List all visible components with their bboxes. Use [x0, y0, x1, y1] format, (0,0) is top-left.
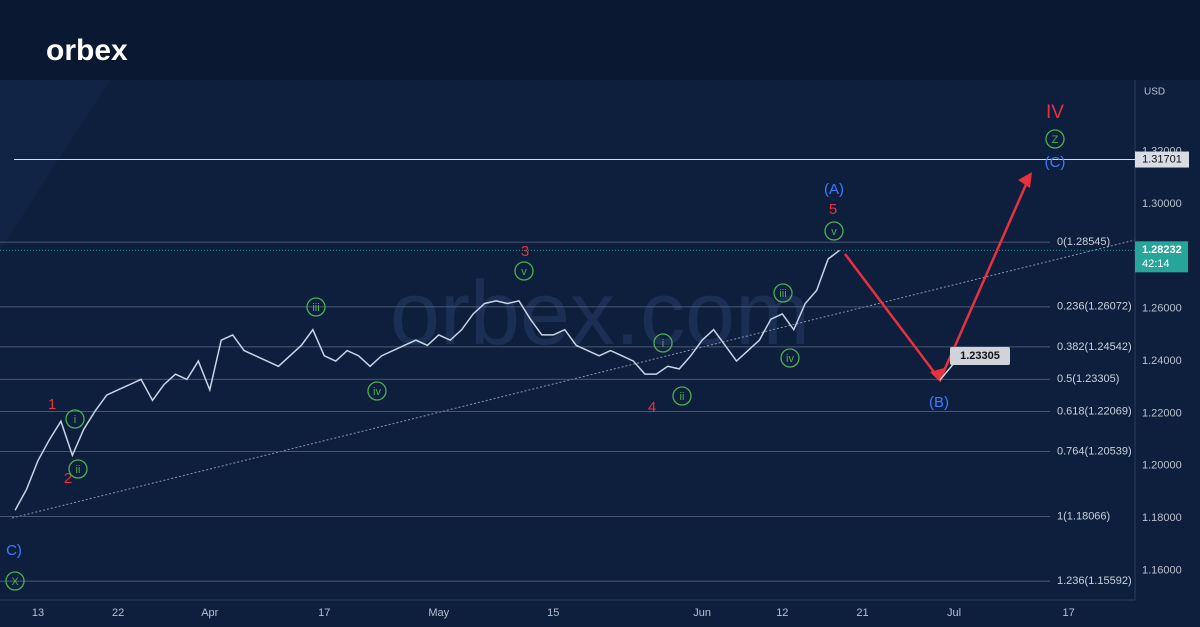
x-tick-label: 13	[32, 607, 44, 619]
wave-label: (B)	[929, 394, 949, 411]
wave-circle	[1045, 129, 1065, 149]
header	[0, 0, 1200, 80]
fib-label: 0.382(1.24542)	[1057, 341, 1132, 353]
wave-circle	[514, 261, 534, 281]
x-tick-label: 15	[547, 607, 559, 619]
projection: 1.23305	[844, 172, 1032, 383]
wave-label: 3	[521, 243, 529, 260]
wave-circle	[672, 386, 692, 406]
arrowhead	[1018, 172, 1032, 188]
wave-label: 2	[64, 470, 72, 487]
wave-circle	[824, 221, 844, 241]
wave-label: i	[74, 414, 76, 426]
y-tick-label: 1.22000	[1142, 407, 1182, 419]
y-tick-label: 1.18000	[1142, 512, 1182, 524]
y-tick-label: 1.26000	[1142, 303, 1182, 315]
x-tick-label: 12	[776, 607, 788, 619]
wave-label: v	[831, 226, 837, 238]
wave-circle	[68, 459, 88, 479]
fib-label: 1.236(1.15592)	[1057, 575, 1132, 587]
wave-label: Z	[1052, 134, 1059, 146]
wave-label: IV	[1046, 102, 1064, 123]
fib-label: 0.5(1.23305)	[1057, 373, 1119, 385]
wave-label: ii	[76, 464, 81, 476]
price-series	[14, 249, 841, 511]
fib-label: 0(1.28545)	[1057, 236, 1110, 248]
wave-label: iv	[786, 353, 794, 365]
trend-line	[11, 239, 1136, 519]
fib-label: 0.236(1.26072)	[1057, 301, 1132, 313]
wave-label: 1	[48, 396, 56, 413]
y-tick-label: 1.20000	[1142, 460, 1182, 472]
x-tick-label: 22	[112, 607, 124, 619]
target-box	[950, 347, 1010, 365]
countdown: 42:14	[1142, 258, 1170, 270]
fib-label: 0.618(1.22069)	[1057, 406, 1132, 418]
wave-circle	[773, 283, 793, 303]
watermark: orbex.com	[390, 264, 810, 364]
wave-label: iii	[779, 288, 786, 300]
current-price-box	[1135, 241, 1188, 273]
x-tick-label: 21	[856, 607, 868, 619]
current-price-label: 1.28232	[1142, 244, 1182, 256]
x-tick-label: Apr	[201, 607, 218, 619]
wave-label: iii	[312, 302, 319, 314]
price-line-box	[1135, 151, 1189, 168]
y-tick-label: 1.16000	[1142, 564, 1182, 576]
y-tick-label: 1.24000	[1142, 355, 1182, 367]
x-tick-label: Jun	[693, 607, 711, 619]
wave-label: C)	[6, 542, 22, 559]
x-tick-label: 17	[318, 607, 330, 619]
wave-circle	[306, 297, 326, 317]
wave-label: v	[521, 266, 527, 278]
x-tick-label: May	[428, 607, 449, 619]
wave-label: (A)	[824, 181, 844, 198]
wave-label: iv	[373, 386, 381, 398]
target-label: 1.23305	[960, 350, 1000, 362]
logo: orbex	[46, 34, 128, 67]
x-tick-label: 17	[1062, 607, 1074, 619]
wave-label: i	[662, 338, 664, 350]
wave-circle	[653, 333, 673, 353]
fib-label: 1(1.18066)	[1057, 510, 1110, 522]
wave-circle	[5, 571, 25, 591]
y-tick-label: 1.30000	[1142, 198, 1182, 210]
wave-label: 4	[648, 399, 656, 416]
x-tick-label: Jul	[947, 607, 961, 619]
fib-label: 0.764(1.20539)	[1057, 446, 1132, 458]
wave-label: 5	[829, 201, 837, 218]
currency: USD	[1144, 87, 1165, 98]
wave-circle	[780, 348, 800, 368]
wave-circle	[367, 381, 387, 401]
price-line-label: 1.31701	[1142, 153, 1182, 165]
wave-label: (C)	[1045, 154, 1066, 171]
decor	[0, 80, 110, 250]
wave-label: X	[11, 576, 19, 588]
wave-label: ii	[680, 391, 685, 403]
wave-circle	[65, 409, 85, 429]
